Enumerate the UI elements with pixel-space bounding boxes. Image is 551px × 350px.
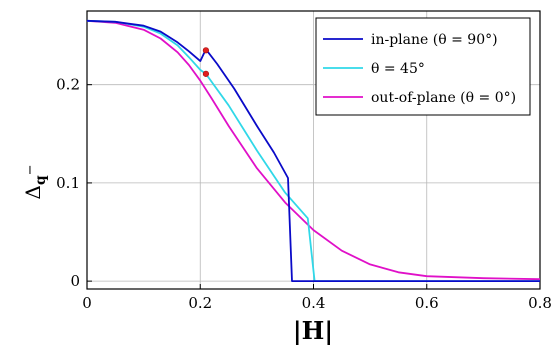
legend-label-2: out-of-plane (θ = 0°) <box>371 90 516 106</box>
legend-label-0: in-plane (θ = 90°) <box>371 32 498 48</box>
x-tick-label: 0.4 <box>302 294 326 312</box>
legend-box <box>315 17 531 116</box>
transition-marker <box>202 70 210 77</box>
y-tick-label: 0 <box>70 272 80 290</box>
x-tick-label: 0 <box>82 294 92 312</box>
y-tick-label: 0.2 <box>56 76 80 94</box>
x-axis-label: |H| <box>293 316 333 345</box>
y-tick-label: 0.1 <box>56 174 80 192</box>
y-ticks: 0 0.1 0.2 <box>56 76 92 290</box>
y-axis-label-sub: q <box>33 175 49 185</box>
series-line-2 <box>86 19 541 281</box>
series-line-1 <box>86 19 540 283</box>
x-tick-label: 0.6 <box>415 294 439 312</box>
x-tick-label: 0.8 <box>528 294 551 312</box>
legend-label-1: θ = 45° <box>371 61 425 77</box>
transition-marker <box>202 47 210 54</box>
x-ticks: 0 0.2 0.4 0.6 0.8 <box>82 284 551 312</box>
y-axis-label-main: Δ <box>21 185 45 199</box>
x-tick-label: 0.2 <box>188 294 212 312</box>
legend: in-plane (θ = 90°) θ = 45° out-of-plane (θ… <box>315 17 531 116</box>
svg-text:Δq−: Δq− <box>21 164 49 199</box>
markers <box>202 47 210 77</box>
y-axis-label: Δq− <box>21 164 49 199</box>
y-axis-label-sup: − <box>23 164 38 175</box>
